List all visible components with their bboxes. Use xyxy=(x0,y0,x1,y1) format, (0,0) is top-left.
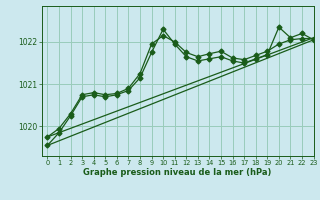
X-axis label: Graphe pression niveau de la mer (hPa): Graphe pression niveau de la mer (hPa) xyxy=(84,168,272,177)
